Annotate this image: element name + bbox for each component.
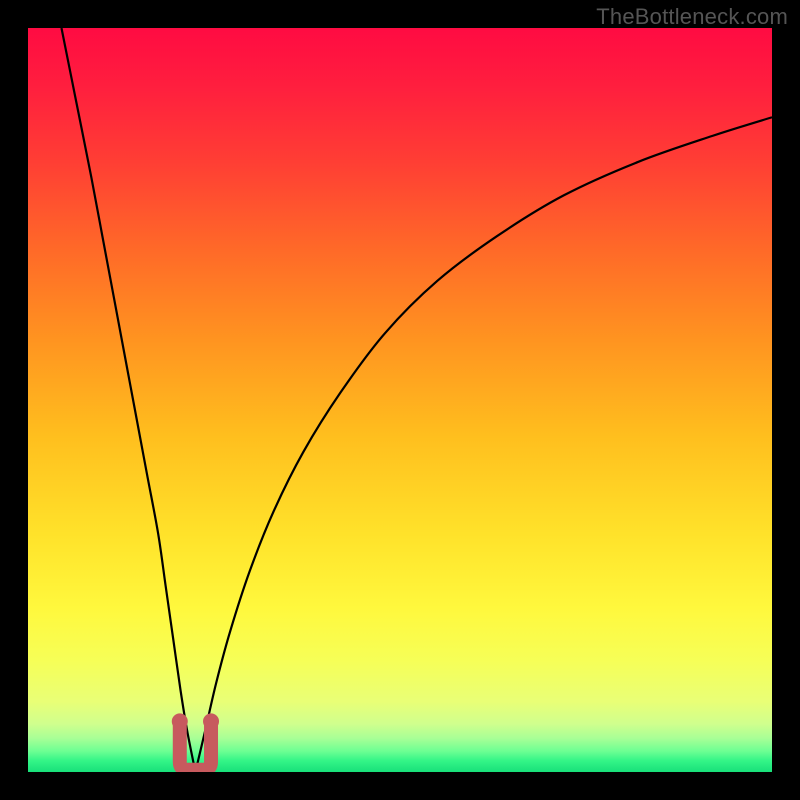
trough-marker-dot-right (203, 713, 219, 729)
chart-stage: TheBottleneck.com (0, 0, 800, 800)
watermark-text: TheBottleneck.com (596, 4, 788, 30)
bottleneck-chart (0, 0, 800, 800)
trough-marker-dot-left (172, 713, 188, 729)
plot-background-gradient (28, 28, 772, 772)
